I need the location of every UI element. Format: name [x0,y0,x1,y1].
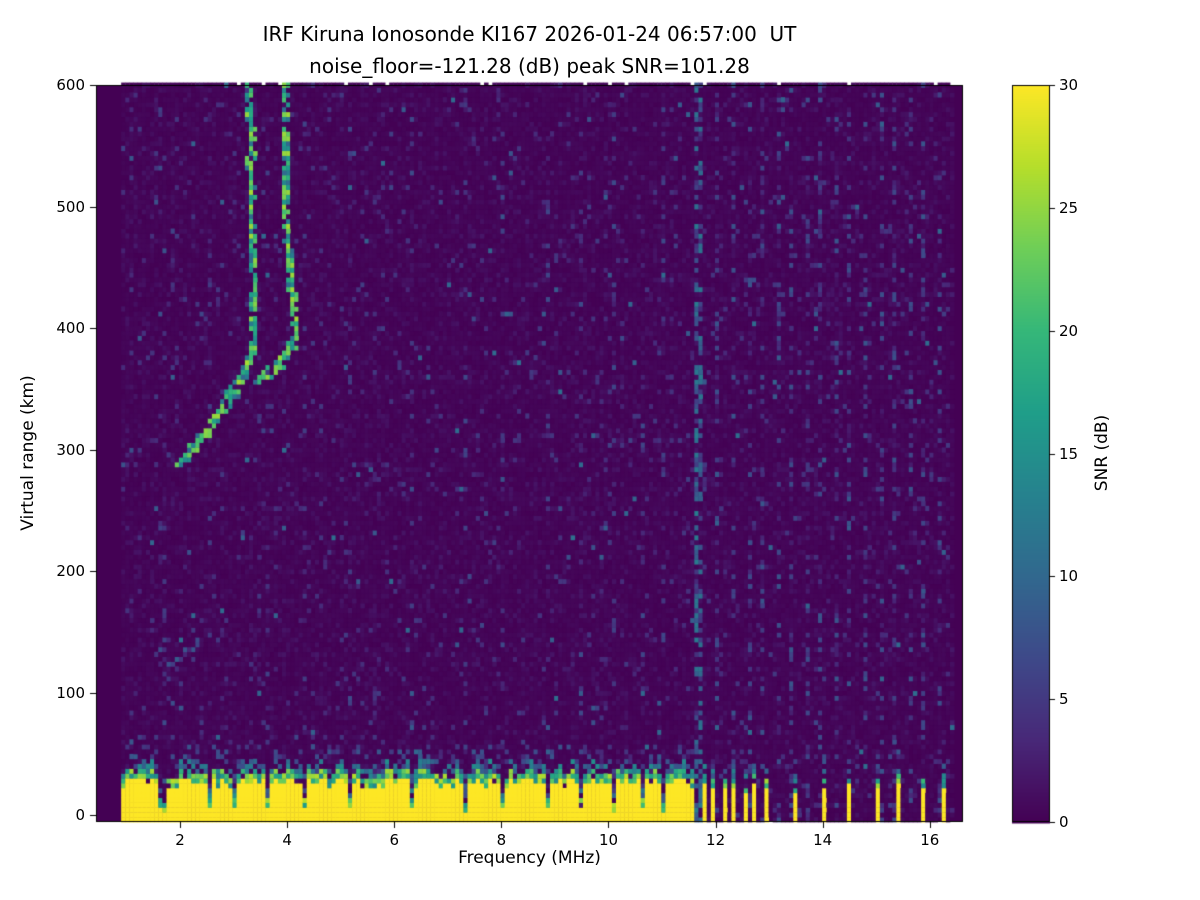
y-tick-label: 0 [75,805,85,824]
y-tick-label: 500 [56,197,85,216]
colorbar-label: SNR (dB) [1092,414,1112,492]
y-tick-label: 300 [56,440,85,459]
chart-subtitle: noise_floor=-121.28 (dB) peak SNR=101.28 [309,54,750,78]
x-tick-label: 14 [813,831,833,849]
colorbar-tick-label: 20 [1059,321,1079,340]
x-tick-label: 2 [175,831,185,849]
x-tick-label: 4 [282,831,292,849]
colorbar-tick-label: 15 [1059,444,1079,463]
x-tick-label: 8 [496,831,507,849]
colorbar-tick-label: 5 [1059,690,1069,709]
x-tick-label: 10 [598,831,619,849]
y-tick-label: 600 [56,76,85,94]
y-axis-label: Virtual range (km) [18,375,38,531]
colorbar-tick-label: 30 [1059,76,1079,94]
x-tick-label: 6 [389,831,400,849]
colorbar-tick-label: 25 [1059,198,1079,217]
y-tick-label: 100 [56,684,85,703]
x-tick-label: 16 [920,831,940,849]
y-tick-label: 400 [56,319,85,338]
colorbar-tick-label: 0 [1059,813,1069,831]
chart-title: IRF Kiruna Ionosonde KI167 2026-01-24 06… [262,22,797,46]
y-tick-label: 200 [56,562,85,581]
colorbar-tick-label: 10 [1059,567,1079,586]
x-axis-label: Frequency (MHz) [458,848,601,868]
x-tick-label: 12 [706,831,726,849]
